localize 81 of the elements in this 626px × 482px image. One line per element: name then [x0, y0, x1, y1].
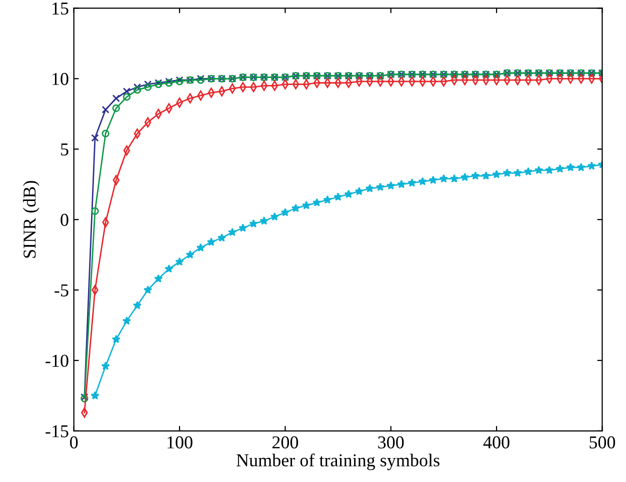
point — [492, 170, 501, 178]
point — [439, 174, 448, 182]
point — [386, 181, 396, 190]
point — [566, 162, 575, 172]
y-tick-label: -10 — [46, 354, 68, 367]
point — [323, 195, 332, 204]
point — [208, 88, 215, 98]
point — [344, 190, 353, 198]
point — [260, 216, 268, 225]
point — [144, 80, 152, 88]
point — [122, 93, 131, 101]
point — [576, 162, 586, 172]
point — [122, 316, 132, 325]
x-tick-label: 500 — [590, 436, 616, 448]
y-tick-label: -5 — [54, 284, 68, 296]
point — [408, 178, 416, 187]
point — [91, 134, 99, 142]
point — [556, 164, 564, 173]
point — [112, 94, 120, 102]
y-axis-title: SINR (dB) — [23, 180, 40, 258]
point — [249, 219, 258, 228]
point — [428, 176, 438, 184]
point — [122, 88, 131, 96]
point — [376, 182, 385, 191]
point — [144, 83, 152, 91]
point — [312, 198, 322, 206]
point — [175, 257, 184, 266]
point — [365, 184, 374, 192]
x-axis-title: Number of training symbols — [236, 454, 440, 470]
point — [482, 171, 490, 180]
point — [460, 172, 470, 182]
point — [196, 243, 205, 252]
point — [101, 362, 110, 370]
point — [292, 79, 300, 90]
y-tick-label: 10 — [52, 72, 68, 86]
y-tick-label: 15 — [52, 2, 68, 15]
point — [524, 167, 533, 176]
point — [217, 233, 226, 242]
y-tick-label: -15 — [46, 425, 68, 438]
point — [112, 334, 120, 344]
point — [102, 106, 110, 114]
point — [133, 83, 142, 91]
point — [154, 274, 163, 283]
point — [186, 250, 194, 259]
point — [206, 238, 216, 246]
point — [502, 168, 512, 177]
y-tick-label: 0 — [60, 214, 68, 226]
point — [513, 168, 522, 177]
point — [144, 117, 152, 128]
point — [450, 174, 459, 182]
point — [144, 285, 152, 294]
x-tick-label: 100 — [168, 436, 192, 448]
point — [238, 223, 248, 232]
point — [280, 208, 290, 216]
point — [270, 212, 279, 221]
point — [534, 166, 544, 174]
point — [90, 391, 100, 400]
point — [102, 130, 110, 138]
point — [112, 104, 120, 112]
point — [291, 204, 300, 212]
point — [545, 166, 554, 174]
point — [334, 192, 342, 201]
point — [164, 264, 174, 273]
point — [397, 180, 406, 188]
point — [218, 86, 226, 96]
y-tick-label: 5 — [61, 144, 68, 156]
x-tick-label: 300 — [378, 436, 404, 448]
x-tick-label: 200 — [272, 436, 298, 448]
point — [418, 176, 427, 186]
point — [471, 171, 480, 180]
point — [302, 200, 311, 210]
point — [133, 86, 142, 94]
point — [302, 79, 310, 90]
point — [282, 79, 289, 90]
point — [132, 300, 142, 310]
x-tick-label: 400 — [483, 436, 510, 448]
x-tick-label: 0 — [70, 436, 78, 448]
point — [228, 228, 237, 236]
point — [91, 207, 99, 215]
point — [354, 186, 364, 196]
point — [587, 161, 596, 170]
